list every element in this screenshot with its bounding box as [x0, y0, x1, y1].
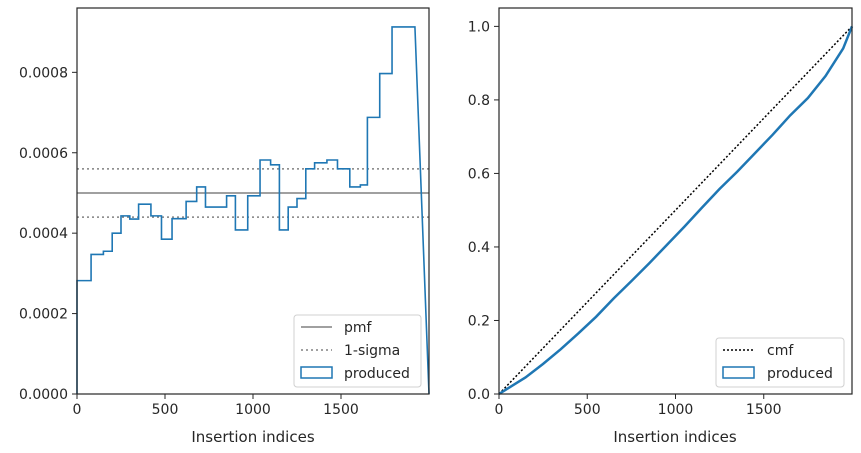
pmf-y-tick-label: 0.0008 — [19, 65, 68, 81]
pmf-axis-ticks: 0 500 1000 1500 0.0000 0.0002 0.0004 0.0006 0.00… — [19, 65, 359, 418]
cmf-y-tick-label: 0.0 — [468, 387, 490, 403]
pmf-legend: pmf 1-sigma produced — [293, 314, 422, 388]
cmf-x-tick-label: 0 — [495, 402, 504, 418]
cmf-y-tick-label: 0.4 — [468, 240, 490, 256]
produced-legend-label: produced — [344, 366, 410, 382]
cmf-plot-marks — [498, 25, 854, 396]
sigma-legend-label: 1-sigma — [344, 343, 400, 359]
pmf-x-axis-title: Insertion indices — [191, 428, 314, 446]
pmf-x-tick-label: 1500 — [323, 402, 359, 418]
produced-step-line — [76, 26, 430, 395]
pmf-y-tick-label: 0.0002 — [19, 307, 68, 323]
cmf-x-axis-title: Insertion indices — [613, 428, 736, 446]
pmf-y-tick-label: 0.0004 — [19, 226, 68, 242]
pmf-legend-box — [293, 314, 422, 388]
cmf-panel: 0 500 1000 1500 0.0 0.2 0.4 0.6 0.8 1.0 Insertion… — [468, 7, 854, 446]
cmf-x-tick-label: 500 — [574, 402, 601, 418]
cmf-legend: cmf produced — [715, 337, 845, 388]
cmf-legend-label: cmf — [767, 343, 794, 359]
produced-legend-swatch — [300, 366, 333, 379]
cmf-y-tick-label: 0.6 — [468, 166, 490, 182]
pmf-x-tick-label: 1000 — [235, 402, 271, 418]
cmf-axis-ticks: 0 500 1000 1500 0.0 0.2 0.4 0.6 0.8 1.0 — [468, 19, 782, 418]
cmf-axes-frame — [498, 7, 853, 395]
pmf-x-tick-label: 0 — [73, 402, 82, 418]
pmf-axes-frame — [76, 7, 430, 395]
pmf-x-tick-label: 500 — [152, 402, 179, 418]
cmf-y-tick-label: 1.0 — [468, 19, 490, 35]
pmf-plot-marks — [76, 26, 430, 395]
cmf-y-tick-label: 0.8 — [468, 93, 490, 109]
pmf-y-tick-label: 0.0000 — [19, 387, 68, 403]
pmf-panel: 0 500 1000 1500 0.0000 0.0002 0.0004 0.0006 0.00… — [19, 7, 430, 446]
cmf-line — [498, 25, 853, 395]
cmf-x-tick-label: 1500 — [746, 402, 782, 418]
cmf-produced-legend-label: produced — [767, 366, 833, 382]
cmf-produced-legend-swatch — [722, 366, 755, 379]
pmf-y-tick-label: 0.0006 — [19, 146, 68, 162]
cmf-y-tick-label: 0.2 — [468, 313, 490, 329]
pmf-legend-label: pmf — [344, 320, 373, 336]
cmf-x-tick-label: 1000 — [658, 402, 694, 418]
produced-cumulative-line — [498, 25, 854, 396]
